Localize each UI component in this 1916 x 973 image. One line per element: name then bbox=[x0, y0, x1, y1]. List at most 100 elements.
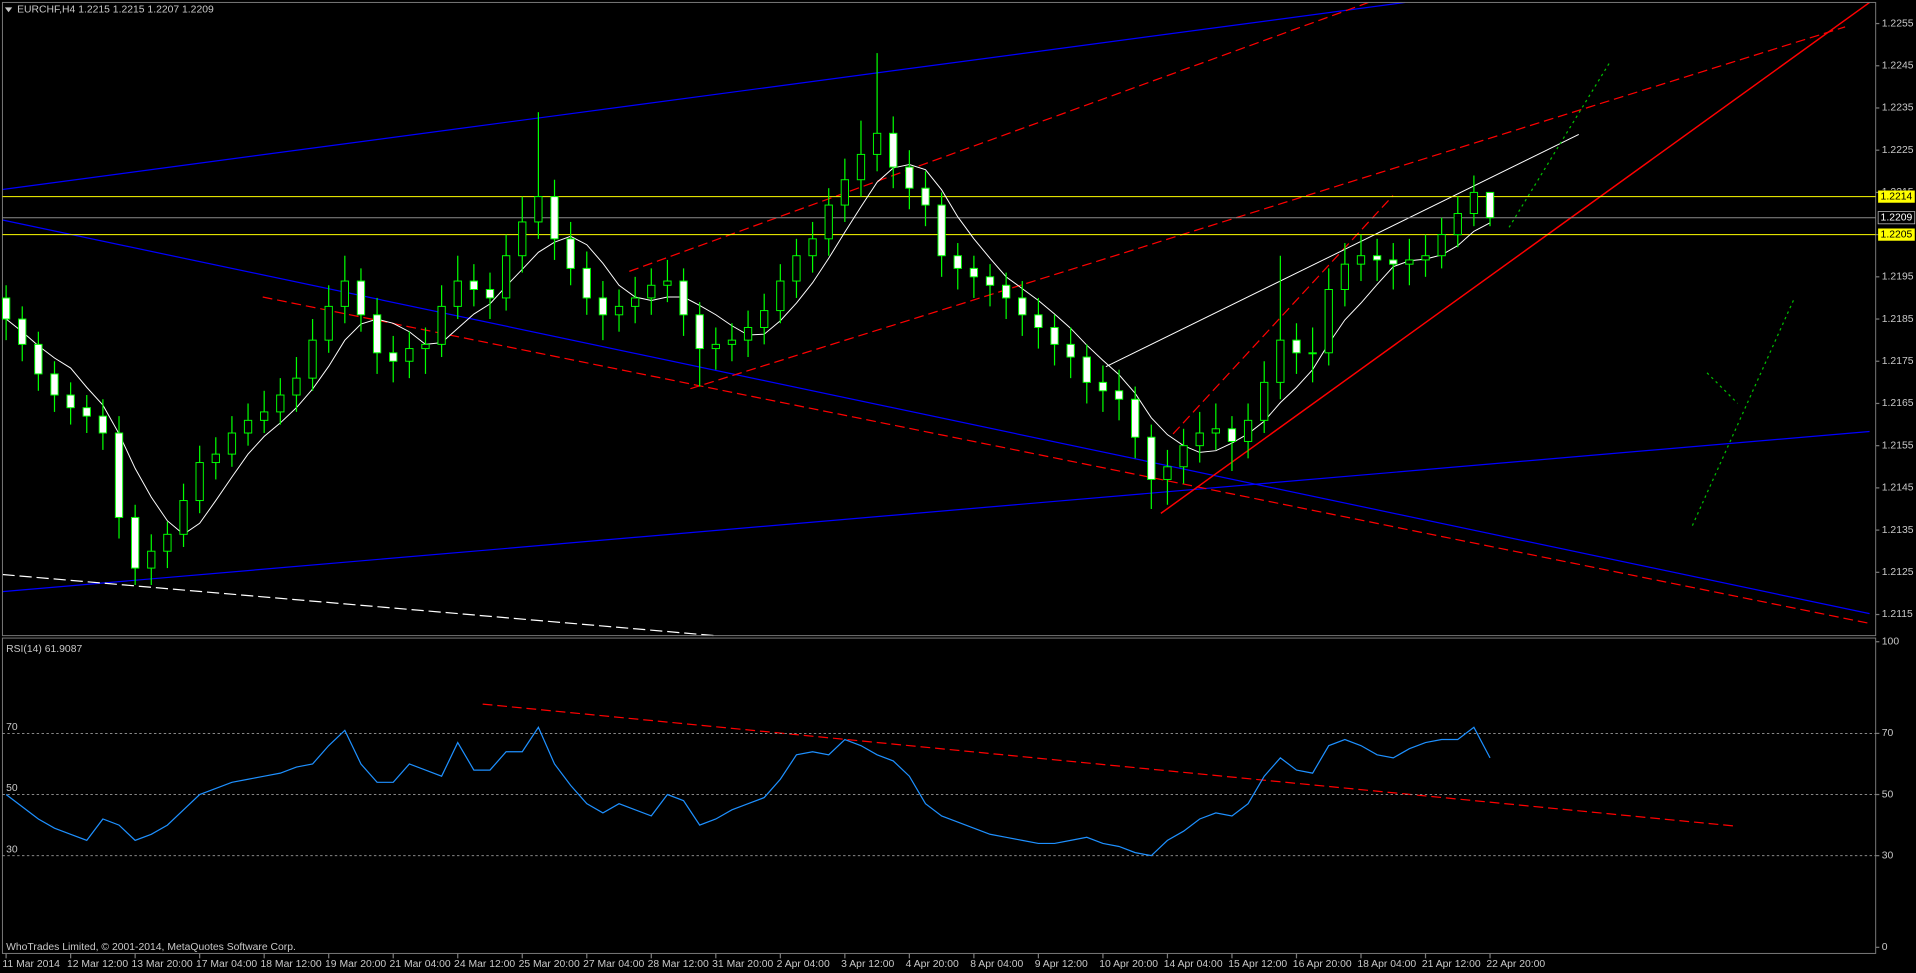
candle-body bbox=[308, 339, 317, 379]
candle-body bbox=[985, 276, 995, 286]
candle-body bbox=[631, 297, 640, 307]
x-tick-label: 11 Mar 2014 bbox=[2, 959, 60, 970]
chart-title: EURCHF,H4 1.2215 1.2215 1.2207 1.2209 bbox=[17, 5, 214, 16]
x-tick-label: 3 Apr 12:00 bbox=[841, 959, 894, 970]
candle-body bbox=[421, 343, 430, 350]
candle-body bbox=[1018, 297, 1027, 316]
candle-body bbox=[356, 280, 366, 316]
rsi-title: RSI(14) 61.9087 bbox=[6, 644, 82, 655]
x-tick-label: 17 Mar 04:00 bbox=[196, 959, 257, 970]
candle-body bbox=[1179, 445, 1188, 468]
candle-body bbox=[82, 407, 91, 417]
candle-body bbox=[1453, 213, 1462, 236]
candle-body bbox=[663, 280, 672, 286]
price-label-box bbox=[1878, 228, 1915, 241]
price-label-box bbox=[1877, 211, 1916, 225]
candle-body bbox=[1195, 432, 1204, 447]
rsi-level-label: 70 bbox=[6, 722, 18, 733]
x-tick-label: 21 Apr 12:00 bbox=[1422, 959, 1481, 970]
candle-body bbox=[743, 326, 753, 341]
trendline bbox=[2, 430, 1870, 593]
trendline bbox=[1105, 134, 1579, 368]
candle-body bbox=[1131, 398, 1140, 438]
candle-body bbox=[808, 238, 817, 257]
x-tick-label: 15 Apr 12:00 bbox=[1228, 959, 1287, 970]
x-tick-label: 13 Mar 20:00 bbox=[131, 959, 192, 970]
x-tick-label: 27 Mar 04:00 bbox=[583, 959, 644, 970]
candle-body bbox=[340, 280, 349, 307]
x-tick-label: 18 Apr 04:00 bbox=[1357, 959, 1416, 970]
candle-body bbox=[1308, 352, 1317, 355]
candle-body bbox=[179, 500, 188, 535]
candle-body bbox=[1147, 436, 1156, 480]
candle-body bbox=[1437, 234, 1446, 257]
y-tick-label: 1.2255 bbox=[1882, 18, 1914, 29]
trendline bbox=[1160, 1, 1870, 514]
x-tick-label: 28 Mar 12:00 bbox=[648, 959, 709, 970]
candle-body bbox=[1469, 191, 1479, 214]
trendline bbox=[2, 219, 1870, 615]
rsi-y-tick-label: 70 bbox=[1882, 728, 1894, 739]
x-tick-label: 8 Apr 04:00 bbox=[970, 959, 1023, 970]
rsi-y-tick-label: 100 bbox=[1882, 636, 1900, 647]
price-label: 1.2205 bbox=[1881, 229, 1913, 240]
trendline bbox=[1508, 60, 1612, 228]
candle-body bbox=[50, 373, 59, 396]
menu-arrow[interactable] bbox=[4, 7, 13, 13]
candle-body bbox=[1340, 263, 1350, 290]
x-tick-label: 9 Apr 12:00 bbox=[1035, 959, 1088, 970]
y-tick-label: 1.2135 bbox=[1882, 525, 1914, 536]
candle-body bbox=[711, 343, 720, 350]
candle-body bbox=[453, 280, 462, 307]
rsi-level-label: 50 bbox=[6, 783, 18, 794]
trendline bbox=[1706, 372, 1739, 404]
candle-body bbox=[1114, 390, 1124, 400]
candle-body bbox=[1163, 466, 1172, 480]
x-tick-label: 4 Apr 20:00 bbox=[906, 959, 959, 970]
y-tick-label: 1.2115 bbox=[1882, 609, 1913, 620]
candle-body bbox=[1260, 381, 1269, 421]
y-tick-label: 1.2175 bbox=[1882, 356, 1914, 367]
candle-body bbox=[114, 432, 124, 518]
candle-body bbox=[872, 132, 882, 155]
candle-body bbox=[1324, 288, 1333, 354]
candle-body bbox=[889, 132, 898, 168]
rsi-y-tick-label: 50 bbox=[1882, 789, 1894, 800]
candle-body bbox=[856, 153, 866, 181]
candle-body bbox=[501, 255, 511, 299]
candle-body bbox=[598, 297, 608, 316]
drawn-objects bbox=[2, 1, 1870, 827]
candle-body bbox=[824, 204, 833, 240]
candle-body bbox=[324, 305, 333, 341]
candle-body bbox=[243, 419, 253, 434]
candle-body bbox=[1292, 339, 1301, 354]
candle-body bbox=[695, 314, 704, 350]
x-tick-label: 31 Mar 20:00 bbox=[712, 959, 773, 970]
candle-body bbox=[840, 179, 850, 206]
trendline bbox=[262, 296, 1870, 625]
candle-body bbox=[1421, 255, 1430, 261]
candle-body bbox=[953, 255, 962, 269]
candle-body bbox=[921, 187, 930, 206]
price-label-box bbox=[1878, 190, 1915, 203]
x-tick-label: 10 Apr 20:00 bbox=[1099, 959, 1158, 970]
candle-body bbox=[1356, 255, 1366, 265]
candle-body bbox=[566, 238, 575, 269]
candle-body bbox=[1, 297, 11, 320]
trendline bbox=[1172, 195, 1394, 435]
trendline bbox=[2, 1, 1406, 191]
candle-body bbox=[1001, 284, 1011, 299]
candle-body bbox=[1050, 326, 1059, 345]
candle-body bbox=[292, 377, 301, 396]
x-tick-label: 24 Mar 12:00 bbox=[454, 959, 515, 970]
candle-body bbox=[66, 394, 75, 409]
candle-body bbox=[469, 280, 479, 290]
x-tick-label: 16 Apr 20:00 bbox=[1293, 959, 1352, 970]
candle-body bbox=[276, 394, 285, 413]
rsi-y-tick-label: 30 bbox=[1882, 850, 1894, 861]
x-tick-label: 25 Mar 20:00 bbox=[519, 959, 580, 970]
candle-body bbox=[18, 318, 27, 345]
candle-body bbox=[130, 516, 140, 569]
trendline bbox=[482, 703, 1738, 827]
